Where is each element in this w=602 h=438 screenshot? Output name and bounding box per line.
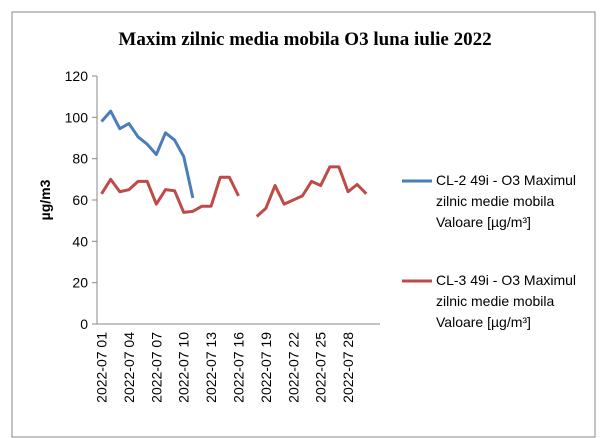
x-tick-label: 2022-07 16 xyxy=(231,332,247,403)
chart-border xyxy=(11,11,596,438)
legend-label: CL-3 49i - O3 Maximul zilnic medie mobil… xyxy=(436,272,577,330)
x-tick-label: 2022-07 19 xyxy=(258,332,274,403)
x-tick-label: 2022-07 13 xyxy=(203,332,219,403)
chart-title: Maxim zilnic media mobila O3 luna iulie … xyxy=(118,29,491,50)
series-line xyxy=(100,175,240,214)
x-tick-label: 2022-07 25 xyxy=(313,332,329,403)
series-line xyxy=(255,165,368,218)
x-tick-label: 2022-07 07 xyxy=(148,332,164,403)
y-tick-label: 80 xyxy=(72,151,88,167)
y-tick-label: 60 xyxy=(72,192,88,208)
x-tick-label: 2022-07 22 xyxy=(285,332,301,403)
y-tick-label: 0 xyxy=(80,316,88,332)
x-tick-label: 2022-07 10 xyxy=(176,332,192,403)
y-axis-label: µg/m3 xyxy=(37,179,53,220)
x-tick-label: 2022-07 28 xyxy=(340,332,356,403)
y-tick-label: 40 xyxy=(72,233,88,249)
x-tick-label: 2022-07 01 xyxy=(94,332,110,403)
y-tick-label: 100 xyxy=(65,109,89,125)
series-line xyxy=(100,109,195,199)
x-tick-label: 2022-07 04 xyxy=(121,332,137,403)
y-tick-label: 120 xyxy=(65,68,89,84)
y-tick-label: 20 xyxy=(72,275,88,291)
legend-label: CL-2 49i - O3 Maximul zilnic medie mobil… xyxy=(436,172,577,230)
